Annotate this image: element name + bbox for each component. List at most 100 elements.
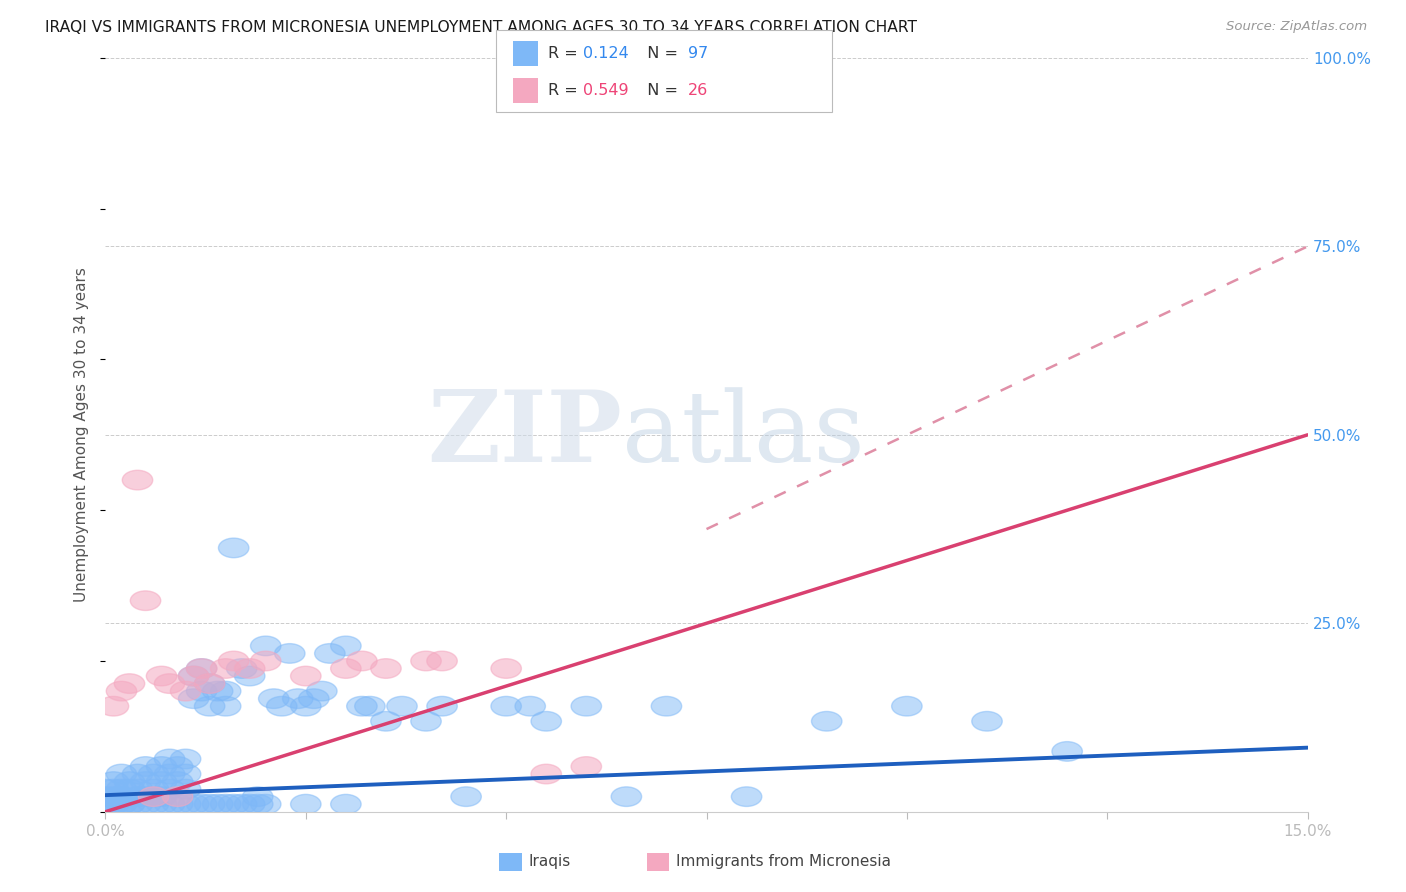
Ellipse shape: [291, 795, 321, 814]
Ellipse shape: [146, 756, 177, 776]
Ellipse shape: [235, 658, 264, 678]
Text: 0.124: 0.124: [583, 45, 630, 61]
Ellipse shape: [170, 764, 201, 784]
Ellipse shape: [107, 795, 136, 814]
Ellipse shape: [114, 780, 145, 799]
Ellipse shape: [202, 795, 233, 814]
Ellipse shape: [291, 666, 321, 686]
Text: Source: ZipAtlas.com: Source: ZipAtlas.com: [1226, 20, 1367, 33]
Text: 26: 26: [688, 83, 707, 98]
Ellipse shape: [162, 756, 193, 776]
Ellipse shape: [371, 712, 401, 731]
Ellipse shape: [90, 795, 121, 814]
Ellipse shape: [107, 780, 136, 799]
Ellipse shape: [179, 666, 209, 686]
Ellipse shape: [114, 772, 145, 791]
Ellipse shape: [146, 795, 177, 814]
Ellipse shape: [283, 689, 314, 708]
Ellipse shape: [347, 697, 377, 716]
Ellipse shape: [235, 795, 264, 814]
Text: N =: N =: [637, 83, 683, 98]
Ellipse shape: [972, 712, 1002, 731]
Text: R =: R =: [548, 83, 583, 98]
Text: 0.549: 0.549: [583, 83, 628, 98]
Ellipse shape: [187, 658, 217, 678]
Ellipse shape: [170, 681, 201, 701]
Ellipse shape: [571, 756, 602, 776]
Ellipse shape: [387, 697, 418, 716]
Ellipse shape: [122, 787, 153, 806]
Ellipse shape: [202, 681, 233, 701]
Ellipse shape: [98, 787, 129, 806]
Ellipse shape: [235, 666, 264, 686]
Ellipse shape: [162, 772, 193, 791]
Text: R =: R =: [548, 45, 583, 61]
Ellipse shape: [187, 658, 217, 678]
Ellipse shape: [250, 795, 281, 814]
Ellipse shape: [155, 764, 184, 784]
Ellipse shape: [491, 658, 522, 678]
Ellipse shape: [170, 749, 201, 769]
Ellipse shape: [122, 780, 153, 799]
Ellipse shape: [98, 780, 129, 799]
Ellipse shape: [226, 795, 257, 814]
Ellipse shape: [90, 787, 121, 806]
Ellipse shape: [211, 658, 240, 678]
Ellipse shape: [211, 795, 240, 814]
Text: atlas: atlas: [623, 387, 865, 483]
Ellipse shape: [138, 787, 169, 806]
Ellipse shape: [347, 651, 377, 671]
Ellipse shape: [298, 689, 329, 708]
Ellipse shape: [131, 591, 160, 610]
Text: ZIP: ZIP: [427, 386, 623, 483]
Ellipse shape: [651, 697, 682, 716]
Ellipse shape: [155, 749, 184, 769]
Ellipse shape: [315, 644, 344, 664]
Ellipse shape: [211, 681, 240, 701]
Ellipse shape: [98, 795, 129, 814]
Ellipse shape: [531, 764, 561, 784]
Ellipse shape: [226, 658, 257, 678]
Ellipse shape: [211, 697, 240, 716]
Ellipse shape: [811, 712, 842, 731]
Ellipse shape: [411, 712, 441, 731]
Ellipse shape: [531, 712, 561, 731]
Ellipse shape: [218, 651, 249, 671]
Ellipse shape: [179, 666, 209, 686]
Y-axis label: Unemployment Among Ages 30 to 34 years: Unemployment Among Ages 30 to 34 years: [75, 268, 90, 602]
Ellipse shape: [155, 780, 184, 799]
Ellipse shape: [259, 689, 290, 708]
Ellipse shape: [354, 697, 385, 716]
Ellipse shape: [242, 795, 273, 814]
Ellipse shape: [218, 795, 249, 814]
Ellipse shape: [891, 697, 922, 716]
Ellipse shape: [194, 673, 225, 693]
Ellipse shape: [291, 697, 321, 716]
Ellipse shape: [194, 697, 225, 716]
Ellipse shape: [187, 681, 217, 701]
Text: N =: N =: [637, 45, 683, 61]
Ellipse shape: [146, 666, 177, 686]
Ellipse shape: [98, 772, 129, 791]
Ellipse shape: [1052, 741, 1083, 761]
Ellipse shape: [138, 795, 169, 814]
Ellipse shape: [90, 780, 121, 799]
Ellipse shape: [122, 764, 153, 784]
Ellipse shape: [90, 795, 121, 814]
Ellipse shape: [98, 795, 129, 814]
Ellipse shape: [242, 787, 273, 806]
Ellipse shape: [131, 772, 160, 791]
Ellipse shape: [371, 658, 401, 678]
Text: IRAQI VS IMMIGRANTS FROM MICRONESIA UNEMPLOYMENT AMONG AGES 30 TO 34 YEARS CORRE: IRAQI VS IMMIGRANTS FROM MICRONESIA UNEM…: [45, 20, 917, 35]
Ellipse shape: [267, 697, 297, 716]
Ellipse shape: [114, 673, 145, 693]
Ellipse shape: [107, 787, 136, 806]
Ellipse shape: [330, 658, 361, 678]
Ellipse shape: [146, 772, 177, 791]
Ellipse shape: [98, 697, 129, 716]
Ellipse shape: [155, 795, 184, 814]
Ellipse shape: [107, 681, 136, 701]
Ellipse shape: [451, 787, 481, 806]
Ellipse shape: [162, 787, 193, 806]
Ellipse shape: [131, 787, 160, 806]
